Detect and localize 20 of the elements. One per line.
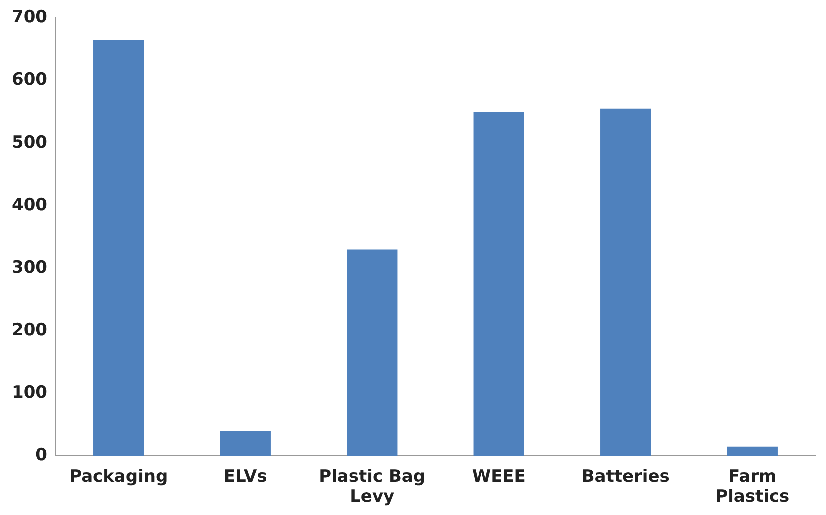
x-tick-label: Farm Plastics <box>716 466 790 508</box>
bar <box>347 250 398 456</box>
bar <box>220 431 271 456</box>
y-tick-label: 400 <box>12 195 48 216</box>
bar <box>474 112 524 456</box>
bar <box>600 108 652 456</box>
x-tick-label: ELVs <box>224 466 268 487</box>
x-tick-label: Packaging <box>70 466 168 487</box>
x-tick-label: Batteries <box>582 466 670 487</box>
y-tick-label: 600 <box>12 70 48 90</box>
y-tick-label: 300 <box>12 258 48 278</box>
y-tick-label: 500 <box>12 132 48 153</box>
y-tick-label: 200 <box>12 320 48 340</box>
y-tick-label: 100 <box>12 383 48 404</box>
y-tick-label: 0 <box>36 446 48 466</box>
x-tick-label: WEEE <box>472 466 526 487</box>
bar <box>94 40 144 456</box>
x-tick-label: Plastic Bag Levy <box>319 466 426 508</box>
bar <box>727 446 778 456</box>
y-tick-label: 700 <box>12 8 48 28</box>
